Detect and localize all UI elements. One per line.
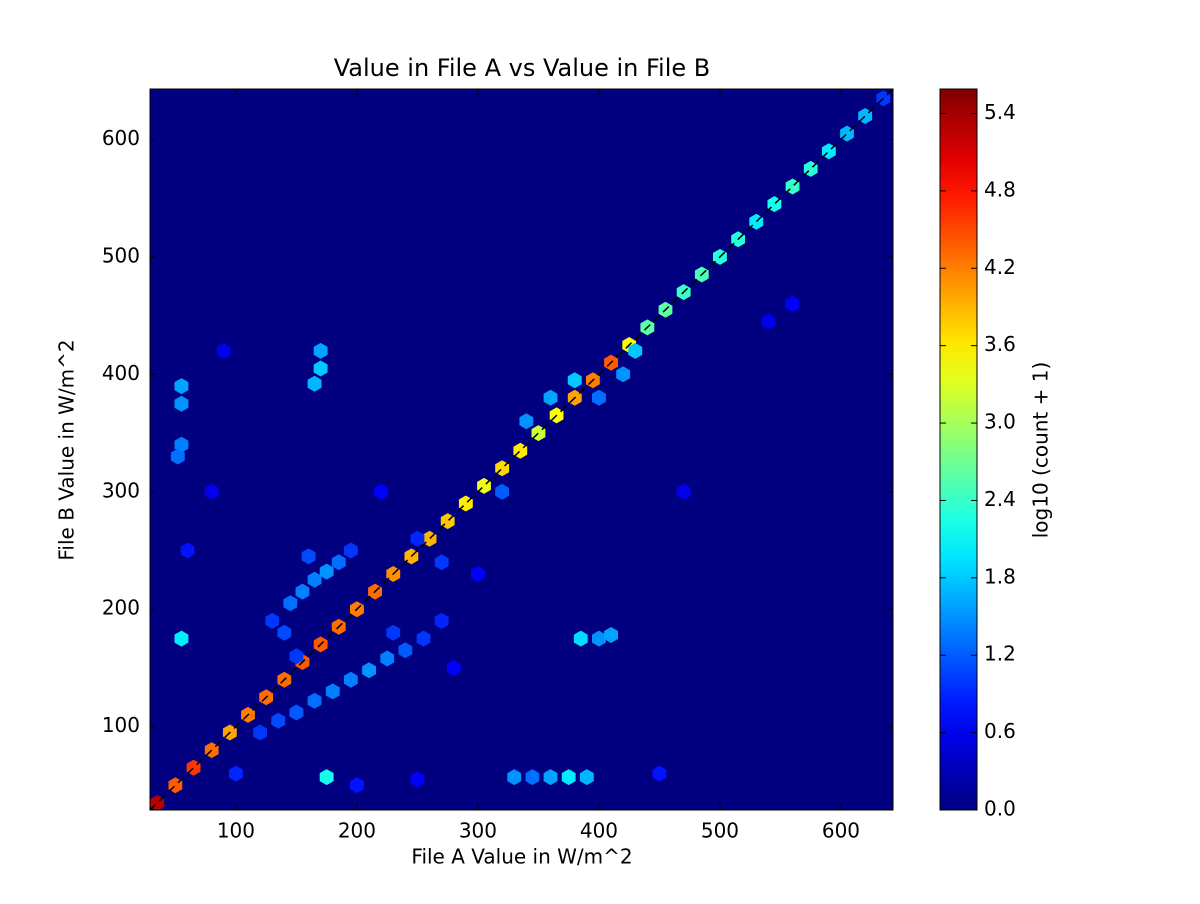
hex-cell [174,378,189,395]
colorbar [939,88,978,811]
hex-cell [628,342,643,359]
hex-cell [319,769,334,786]
hex-cell [561,769,576,786]
hex-cell [271,712,286,729]
hex-cell [495,483,510,500]
hex-cell [277,624,292,641]
hex-cell [301,548,316,565]
colorbar-tick-label: 0.6 [984,719,1016,743]
hex-cell [592,389,606,406]
hex-cell [174,630,189,647]
x-tick-label: 100 [217,819,255,843]
hex-cell [343,542,358,559]
y-tick-label: 400 [102,361,140,385]
hex-cell [374,483,389,500]
y-tick-label: 200 [102,596,140,620]
x-tick-label: 300 [459,819,497,843]
hex-cell [180,542,195,559]
hex-cell [307,692,322,709]
hex-cell [592,630,606,647]
colorbar-tick-label: 1.8 [984,564,1016,588]
hex-cell [362,662,376,679]
x-tick-label: 200 [338,819,376,843]
hex-cell [253,724,267,741]
hex-cell [170,448,185,465]
y-tick-label: 100 [102,713,140,737]
x-tick-label: 400 [580,819,618,843]
hex-cell [434,554,449,571]
x-tick-label: 600 [822,819,860,843]
hex-cell [313,360,328,377]
hex-cell [416,630,431,647]
colorbar-tick-label: 5.4 [984,100,1016,124]
y-axis-label: File B Value in W/m^2 [55,339,79,560]
hex-cell [434,612,449,629]
plot-frame [149,88,894,811]
colorbar-tick-label: 3.6 [984,332,1016,356]
hex-cell [380,650,395,667]
hex-cell [386,624,401,641]
x-axis-label: File A Value in W/m^2 [411,845,632,869]
hex-cell [604,627,618,643]
hex-cell [573,630,588,647]
hex-cell [307,571,322,588]
hex-cell [204,483,219,500]
hex-cell [229,765,243,782]
hex-cell [567,372,582,389]
hex-cell [446,659,461,676]
y-tick-label: 600 [102,126,140,150]
hex-cell [343,671,358,688]
chart-title: Value in File A vs Value in File B [334,54,711,82]
hex-cell [289,648,304,665]
hex-cell [785,295,800,312]
hex-cell [319,563,334,580]
colorbar-tick-label: 4.2 [984,255,1016,279]
colorbar-tick-label: 4.8 [984,177,1016,201]
hex-cell [295,583,310,600]
y-tick-label: 500 [102,243,140,267]
hex-cell [525,769,540,786]
hex-cell [331,554,346,571]
hex-cell [350,777,364,794]
hex-cell [313,342,328,359]
hex-cell [543,769,558,786]
colorbar-tick-label: 3.0 [984,410,1016,434]
colorbar-tick-label: 0.0 [984,797,1016,821]
hex-cell [579,769,594,786]
hex-cell [174,395,189,412]
hex-cell [283,595,298,612]
identity-line [150,89,893,810]
hex-cell [507,769,522,786]
y-tick-label: 300 [102,478,140,502]
hex-cell [761,313,776,330]
colorbar-tick-label: 2.4 [984,487,1016,511]
hex-cell [325,683,340,700]
hex-cell [410,530,425,547]
hex-cell [616,366,631,383]
hex-cell [265,612,280,629]
hex-cell [216,342,231,359]
hex-cell [471,566,485,582]
hex-cell [519,413,534,430]
hex-cell [676,483,691,500]
colorbar-label: log10 (count + 1) [1029,362,1053,539]
hex-cell [652,765,667,782]
hex-cell [289,704,304,721]
hex-cell [307,375,322,392]
hex-cell [410,771,425,788]
hex-cell [398,642,413,659]
hex-cell [543,389,558,406]
colorbar-tick-label: 1.2 [984,642,1016,666]
x-tick-label: 500 [701,819,739,843]
